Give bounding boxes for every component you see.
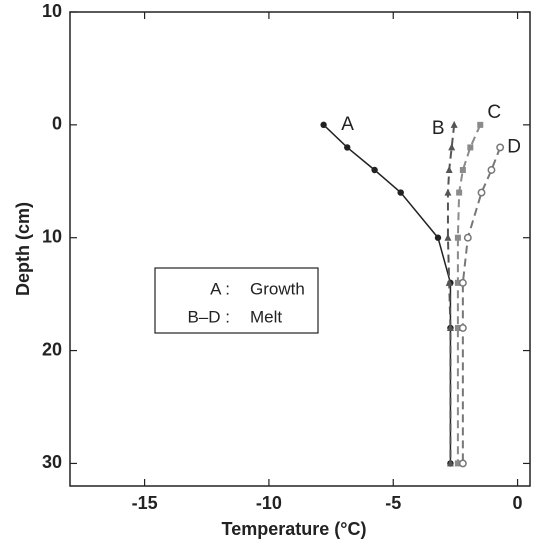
- series-line: [446, 124, 456, 464]
- x-tick-label: -15: [132, 493, 158, 513]
- legend-text: Melt: [250, 307, 282, 326]
- legend-key: B–D :: [187, 307, 230, 326]
- point: [454, 234, 461, 241]
- point: [446, 459, 454, 467]
- y-axis-label: Depth (cm): [13, 202, 33, 296]
- point: [454, 279, 461, 286]
- point: [459, 167, 466, 173]
- point: [444, 188, 452, 196]
- point: [445, 278, 453, 286]
- y-tick-label: 20: [42, 339, 62, 359]
- point: [371, 166, 378, 174]
- x-tick-label: 0: [513, 493, 523, 513]
- point: [458, 324, 467, 332]
- point: [477, 188, 486, 197]
- point: [397, 189, 404, 196]
- series-label: A: [341, 114, 354, 135]
- plot-frame: [69, 11, 531, 487]
- series-line: [456, 124, 482, 464]
- legend-text: Growth: [250, 279, 305, 298]
- point: [458, 459, 467, 468]
- legend-box: [154, 267, 319, 334]
- x-tick-label: -10: [256, 493, 282, 513]
- x-axis-label: Temperature (°C): [222, 519, 367, 539]
- y-tick-label: 10: [42, 1, 62, 21]
- point: [434, 234, 442, 241]
- point: [496, 143, 505, 152]
- series-line: [323, 124, 452, 464]
- point: [458, 278, 467, 287]
- point: [456, 189, 463, 196]
- point: [477, 121, 484, 128]
- point: [445, 166, 453, 173]
- point: [467, 144, 474, 151]
- x-tick-label: -5: [385, 493, 401, 513]
- series-label: C: [487, 102, 501, 123]
- point: [448, 143, 456, 151]
- point: [450, 120, 458, 128]
- point: [320, 121, 327, 129]
- point: [344, 144, 351, 151]
- y-tick-label: 0: [52, 114, 62, 134]
- point: [454, 460, 461, 467]
- y-tick-label: 10: [42, 226, 62, 246]
- point: [463, 233, 472, 242]
- series-label: B: [432, 118, 445, 139]
- point: [454, 325, 461, 331]
- point: [446, 324, 454, 331]
- series-label: D: [507, 136, 521, 157]
- point: [444, 233, 452, 241]
- point: [487, 166, 496, 174]
- legend-key: A :: [210, 279, 230, 298]
- y-tick-label: 30: [42, 452, 62, 472]
